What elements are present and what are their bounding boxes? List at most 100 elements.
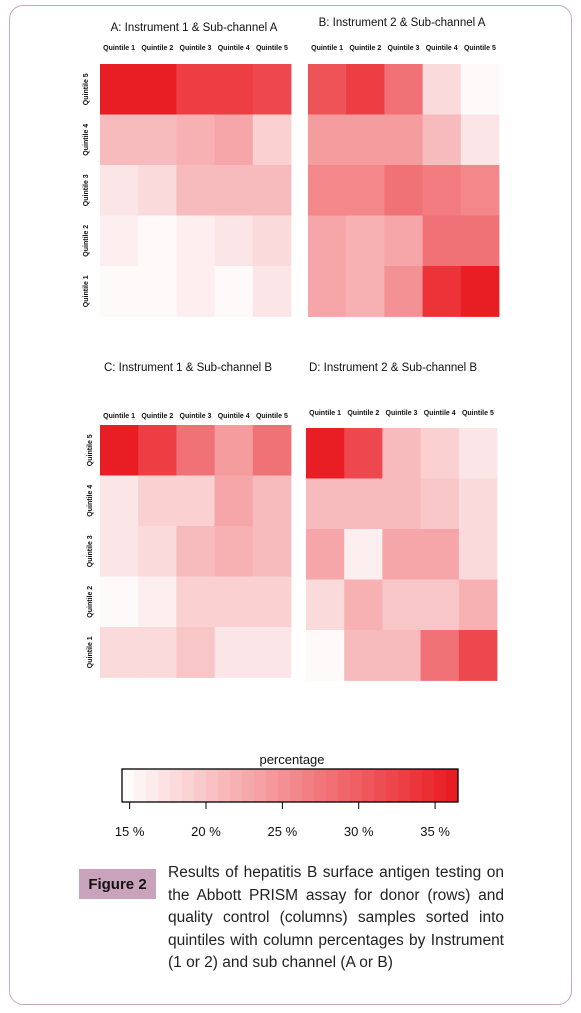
column-label: Quintile 3: [180, 45, 212, 52]
column-label: Quintile 2: [347, 410, 379, 417]
heatmap-cell: [252, 627, 292, 678]
heatmap-cell: [458, 529, 498, 580]
heatmap-cell: [214, 64, 254, 115]
heatmap-cell: [460, 215, 500, 267]
column-label: Quintile 2: [349, 45, 381, 52]
column-label: Quintile 1: [103, 413, 135, 420]
heatmap-cell: [458, 428, 498, 479]
heatmap-cell: [138, 526, 177, 577]
heatmap-cell: [346, 215, 385, 267]
heatmap-cell: [252, 215, 292, 267]
heatmap-cell: [422, 165, 462, 216]
heatmap-cell: [460, 64, 500, 115]
heatmap-cell: [420, 428, 460, 479]
colorbar-swatch: [386, 769, 399, 802]
heatmap-cell: [214, 576, 254, 628]
heatmap-cell: [100, 627, 139, 678]
colorbar-swatch: [410, 769, 423, 802]
row-label: Quintile 2: [87, 586, 94, 618]
row-label: Quintile 3: [87, 535, 94, 567]
heatmap-cell: [138, 475, 177, 527]
heatmap-cell: [100, 215, 139, 267]
colorbar-swatch: [314, 769, 327, 802]
heatmap-cell: [382, 428, 421, 479]
row-label: Quintile 4: [83, 124, 90, 156]
heatmap-cell: [252, 576, 292, 628]
heatmap-cell: [420, 630, 460, 681]
heatmap-cell: [308, 165, 347, 216]
heatmap-cell: [458, 630, 498, 681]
colorbar-tick-label: 15 %: [115, 824, 145, 839]
figure-frame: [9, 5, 572, 1005]
heatmap-cell: [458, 478, 498, 530]
heatmap-cell: [306, 478, 345, 530]
heatmap-cell: [100, 425, 139, 476]
colorbar-swatch: [182, 769, 195, 802]
heatmap-cell: [460, 266, 500, 317]
heatmap-cell: [308, 266, 347, 317]
colorbar-swatch: [254, 769, 267, 802]
heatmap-cell: [306, 529, 345, 580]
panel-title: C: Instrument 1 & Sub-channel B: [104, 362, 272, 374]
column-label: Quintile 1: [309, 410, 341, 417]
colorbar-swatch: [146, 769, 159, 802]
heatmap-cell: [100, 165, 139, 216]
heatmap-cell: [176, 627, 215, 678]
heatmap-cell: [306, 579, 345, 631]
panel-title: A: Instrument 1 & Sub-channel A: [111, 22, 278, 34]
panel-title: B: Instrument 2 & Sub-channel A: [319, 17, 486, 29]
row-label: Quintile 3: [83, 174, 90, 206]
heatmap-cell: [176, 64, 215, 115]
colorbar-swatch: [218, 769, 231, 802]
heatmap-cell: [138, 266, 177, 317]
colorbar-swatch: [122, 769, 135, 802]
heatmap-cell: [308, 215, 347, 267]
colorbar-tick-label: 30 %: [344, 824, 374, 839]
colorbar-swatch: [350, 769, 363, 802]
heatmap-cell: [252, 526, 292, 577]
row-label: Quintile 1: [83, 275, 90, 307]
colorbar-tick-label: 35 %: [420, 824, 450, 839]
heatmap-cell: [308, 114, 347, 166]
heatmap-cell: [214, 475, 254, 527]
heatmap-cell: [422, 215, 462, 267]
column-label: Quintile 5: [256, 45, 288, 52]
heatmap-cell: [382, 529, 421, 580]
heatmap-cell: [138, 165, 177, 216]
heatmap-cell: [252, 165, 292, 216]
heatmap-cell: [176, 114, 215, 166]
column-label: Quintile 1: [103, 45, 135, 52]
heatmap-cell: [460, 114, 500, 166]
heatmap-figure: A: Instrument 1 & Sub-channel A Quintile …: [83, 17, 500, 839]
heatmap-cell: [176, 266, 215, 317]
colorbar-swatch: [230, 769, 243, 802]
heatmap-cell: [214, 627, 254, 678]
heatmap-cell: [460, 165, 500, 216]
heatmap-cell: [138, 425, 177, 476]
heatmap-cell: [176, 576, 215, 628]
heatmap-cell: [100, 576, 139, 628]
column-label: Quintile 1: [311, 45, 343, 52]
heatmap-cell: [384, 215, 423, 267]
colorbar-tick-label: 20 %: [191, 824, 221, 839]
column-label: Quintile 5: [256, 413, 288, 420]
heatmap-cell: [344, 529, 383, 580]
heatmap-cell: [214, 266, 254, 317]
panel-title: D: Instrument 2 & Sub-channel B: [309, 362, 477, 374]
colorbar-swatch: [134, 769, 147, 802]
heatmap-cell: [422, 266, 462, 317]
colorbar-tick-label: 25 %: [268, 824, 298, 839]
colorbar-swatch: [422, 769, 435, 802]
heatmap-cell: [100, 114, 139, 166]
colorbar-swatch: [278, 769, 291, 802]
heatmap-cell: [214, 114, 254, 166]
row-label: Quintile 5: [83, 73, 90, 105]
heatmap-cell: [138, 64, 177, 115]
figure-label: Figure 2: [79, 869, 156, 899]
heatmap-cell: [420, 529, 460, 580]
column-label: Quintile 4: [426, 45, 458, 52]
heatmap-cell: [346, 266, 385, 317]
heatmap-cell: [420, 579, 460, 631]
heatmap-cell: [214, 526, 254, 577]
heatmap-cell: [306, 630, 345, 681]
